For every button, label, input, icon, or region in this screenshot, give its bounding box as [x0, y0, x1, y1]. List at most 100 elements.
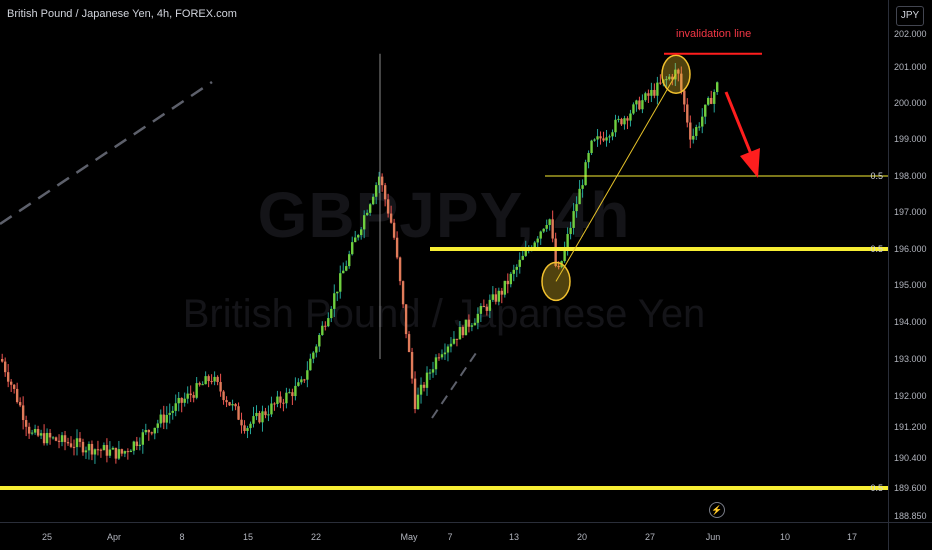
candle-body: [611, 132, 614, 137]
candle-body: [204, 376, 207, 385]
candle-body: [318, 335, 321, 347]
candle-body: [282, 402, 285, 404]
candle-body: [60, 435, 64, 442]
candle-body: [9, 381, 13, 385]
candle-body: [476, 313, 480, 323]
candle-body: [587, 153, 590, 163]
candle-body: [270, 403, 273, 415]
candle-body: [440, 354, 444, 358]
candle-body: [707, 97, 710, 105]
candle-body: [362, 215, 366, 230]
price-chart[interactable]: [0, 0, 888, 522]
candle-body: [333, 293, 336, 309]
candle-body: [710, 97, 713, 104]
candle-body: [374, 185, 378, 197]
down-arrow-shaft: [724, 91, 753, 155]
candle-body: [132, 441, 136, 451]
candle-body: [620, 118, 623, 125]
candle-body: [497, 290, 501, 302]
price-tick: 191.200: [894, 422, 927, 432]
candle-body: [45, 432, 49, 444]
candle-body: [336, 291, 339, 294]
candle-body: [413, 378, 417, 410]
candle-body: [69, 443, 73, 447]
candle-body: [87, 443, 91, 451]
swing-low-circle: [541, 261, 571, 302]
time-tick: 17: [846, 532, 858, 542]
candle-body: [431, 369, 435, 373]
candle-body: [650, 89, 653, 96]
candle-body: [180, 397, 183, 403]
candle-body: [351, 242, 354, 255]
candle-body: [686, 104, 689, 123]
currency-button[interactable]: JPY: [896, 6, 924, 26]
candle-body: [312, 352, 315, 359]
candle-body: [446, 346, 450, 353]
price-tick: 188.850: [894, 511, 927, 521]
price-tick: 192.000: [894, 391, 927, 401]
candle-body: [542, 228, 545, 232]
candle-body: [380, 176, 384, 186]
candle-body: [437, 357, 441, 359]
candle-body: [267, 414, 270, 416]
candle-body: [240, 419, 243, 426]
time-axis[interactable]: 25 Apr 8 15 22 May 7 13 20 27 Jun 10 17: [0, 522, 888, 550]
symbol-title[interactable]: British Pound / Japanese Yen, 4h, FOREX.…: [7, 8, 237, 20]
candle-body: [521, 255, 524, 260]
candle-body: [392, 222, 396, 238]
candle-body: [704, 104, 707, 117]
candle-body: [641, 100, 644, 110]
candle-body: [102, 445, 106, 451]
candle-body: [590, 140, 593, 154]
chart-area[interactable]: GBPJPY, 4h British Pound / Japanese Yen …: [0, 0, 888, 522]
candle-body: [213, 376, 216, 382]
candle-body: [548, 219, 551, 226]
candle-body: [461, 327, 465, 336]
time-tick: May: [400, 532, 418, 542]
candle-body: [3, 361, 7, 373]
candle-body: [72, 446, 76, 448]
candle-body: [48, 432, 52, 438]
candle-body: [398, 257, 402, 282]
candle-body: [162, 414, 165, 423]
candle-body: [222, 391, 225, 401]
candle-body: [231, 404, 234, 406]
candle-body: [156, 423, 159, 428]
candle-body: [339, 273, 342, 292]
candle-body: [410, 352, 414, 379]
candle-body: [554, 238, 557, 266]
price-axis[interactable]: JPY 202.000 201.000 200.000 199.000 198.000 1…: [888, 0, 932, 522]
candle-body: [249, 423, 252, 429]
lightning-icon[interactable]: ⚡: [709, 502, 725, 518]
candle-body: [237, 406, 240, 420]
candle-body: [81, 441, 85, 453]
candle-body: [536, 238, 539, 243]
candle-body: [575, 204, 578, 212]
candle-body: [695, 127, 698, 136]
candle-body: [21, 405, 25, 421]
candle-body: [153, 427, 156, 434]
candle-body: [177, 397, 180, 404]
candle-body: [425, 372, 429, 388]
candle-body: [309, 358, 312, 371]
candle-body: [371, 196, 375, 205]
candle-body: [395, 237, 399, 258]
candle-body: [171, 410, 174, 413]
candle-body: [300, 379, 303, 383]
price-tick: 198.000: [894, 171, 927, 181]
candle-body: [243, 425, 246, 431]
candle-body: [365, 212, 369, 216]
candle-body: [368, 204, 372, 213]
candle-body: [216, 376, 219, 383]
candle-body: [452, 338, 456, 344]
candle-body: [210, 381, 213, 383]
candle-body: [632, 104, 635, 114]
candle-body: [449, 343, 453, 347]
candle-body: [506, 280, 509, 285]
candle-body: [183, 398, 186, 403]
candle-body: [494, 294, 498, 302]
candle-body: [15, 388, 19, 403]
candle-body: [716, 82, 719, 93]
candle-body: [78, 438, 82, 442]
candle-body: [168, 412, 171, 415]
